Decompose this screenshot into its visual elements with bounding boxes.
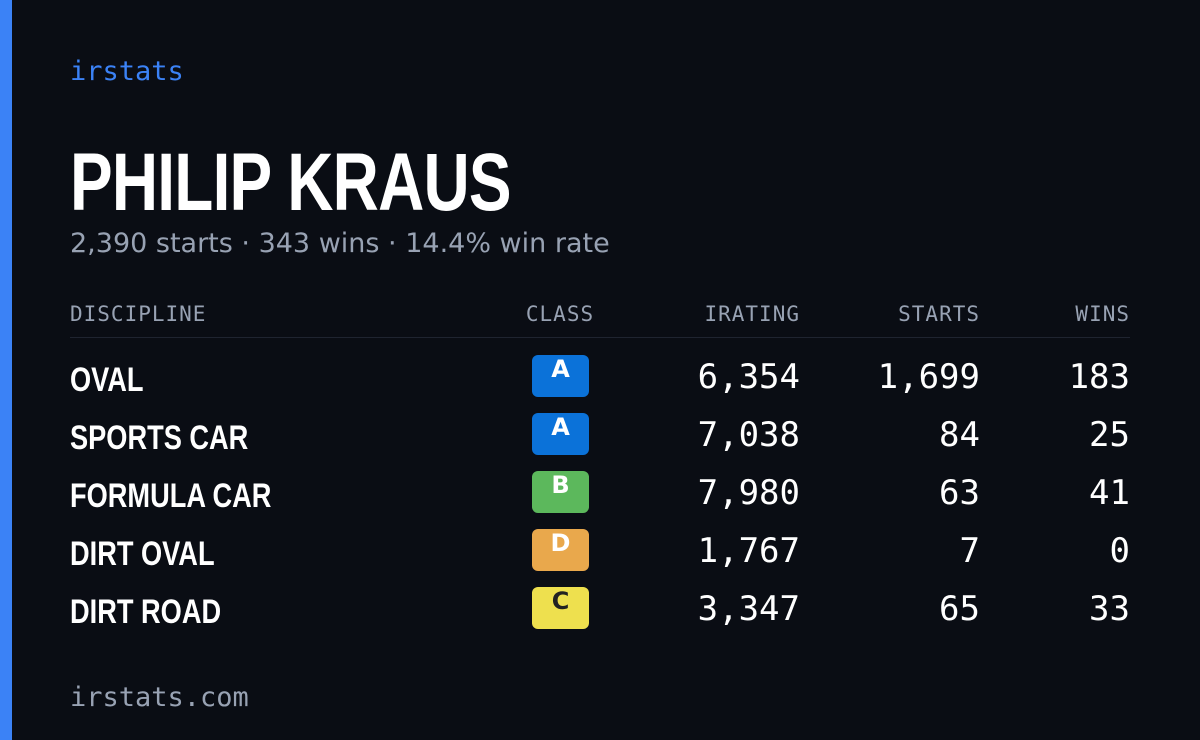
starts: 84: [939, 415, 980, 455]
wins: 183: [1068, 357, 1130, 397]
column-header: CLASS: [525, 302, 595, 326]
brand: irstats: [70, 56, 184, 87]
irating: 7,038: [697, 415, 800, 455]
class-badge: B: [532, 471, 589, 513]
irating: 3,347: [697, 589, 800, 629]
accent-bar: [0, 0, 12, 740]
discipline: DIRT ROAD: [70, 593, 222, 631]
footer: irstats.com: [70, 682, 249, 713]
discipline: SPORTS CAR: [70, 419, 249, 457]
class-badge: C: [532, 587, 589, 629]
wins: 0: [1109, 531, 1130, 571]
class-badge: D: [532, 529, 589, 571]
column-header: IRATING: [704, 302, 800, 326]
wins: 41: [1089, 473, 1130, 513]
irating: 1,767: [697, 531, 800, 571]
starts: 7: [959, 531, 980, 571]
driver-name: PHILIP KRAUS: [70, 137, 512, 228]
summary: 2,390 starts · 343 wins · 14.4% win rate: [70, 228, 610, 259]
starts: 1,699: [877, 357, 980, 397]
wins: 33: [1089, 589, 1130, 629]
column-header: WINS: [1075, 302, 1130, 326]
column-header: DISCIPLINE: [70, 302, 207, 326]
class-badge: A: [532, 355, 589, 397]
discipline: OVAL: [70, 361, 144, 399]
header-rule: [70, 337, 1130, 338]
starts: 65: [939, 589, 980, 629]
irating: 7,980: [697, 473, 800, 513]
irating: 6,354: [697, 357, 800, 397]
discipline: DIRT OVAL: [70, 535, 215, 573]
discipline: FORMULA CAR: [70, 477, 272, 515]
class-badge: A: [532, 413, 589, 455]
wins: 25: [1089, 415, 1130, 455]
column-header: STARTS: [898, 302, 980, 326]
starts: 63: [939, 473, 980, 513]
